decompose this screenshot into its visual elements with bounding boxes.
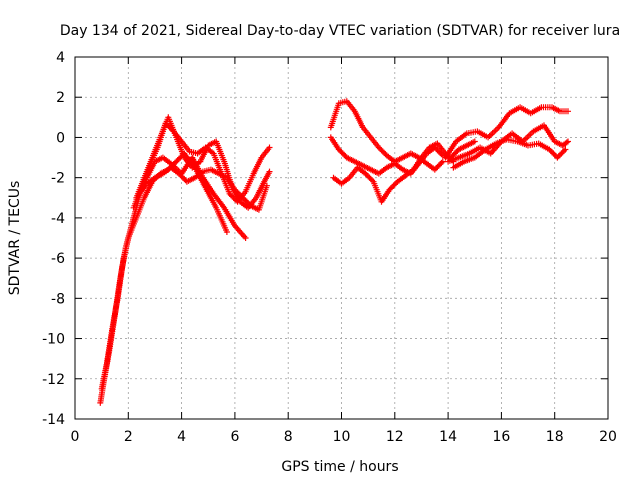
point-markers xyxy=(330,140,457,205)
y-axis-label: SDTVAR / TECUs xyxy=(7,181,23,296)
x-tick-label: 6 xyxy=(230,429,239,445)
series-track-5 xyxy=(136,164,270,213)
x-axis-ticks: 0 2 4 6 8 10 12 14 16 18 20 xyxy=(71,57,617,445)
x-tick-label: 20 xyxy=(599,429,617,445)
x-tick-label: 10 xyxy=(333,429,351,445)
y-axis-ticks: -14 -12 -10 -8 -6 -4 -2 0 2 4 xyxy=(42,50,608,428)
point-markers xyxy=(445,122,571,165)
point-markers xyxy=(442,104,571,161)
point-markers xyxy=(327,98,446,173)
x-tick-label: 14 xyxy=(439,429,457,445)
x-tick-label: 4 xyxy=(177,429,186,445)
y-tick-label: -2 xyxy=(51,171,65,187)
data-points xyxy=(97,98,571,406)
y-tick-label: 2 xyxy=(56,90,65,106)
series-track-6 xyxy=(327,98,446,173)
y-tick-label: -10 xyxy=(42,332,65,348)
y-tick-label: -14 xyxy=(42,412,65,428)
y-tick-label: -8 xyxy=(51,291,65,307)
series-track-10 xyxy=(445,122,571,165)
point-markers xyxy=(450,136,569,171)
x-tick-label: 16 xyxy=(492,429,510,445)
x-tick-label: 2 xyxy=(124,429,133,445)
x-tick-label: 8 xyxy=(284,429,293,445)
point-markers xyxy=(136,164,270,213)
x-tick-label: 0 xyxy=(71,429,80,445)
x-tick-label: 12 xyxy=(386,429,404,445)
grid-lines xyxy=(75,57,608,419)
series-track-8 xyxy=(330,140,457,205)
y-tick-label: 4 xyxy=(56,50,65,66)
chart-title: Day 134 of 2021, Sidereal Day-to-day VTE… xyxy=(60,23,620,39)
series-track-9 xyxy=(442,104,571,161)
y-tick-label: -6 xyxy=(51,251,65,267)
y-tick-label: -4 xyxy=(51,211,65,227)
x-tick-label: 18 xyxy=(546,429,564,445)
y-tick-label: 0 xyxy=(56,130,65,146)
y-tick-label: -12 xyxy=(42,372,65,388)
x-axis-label: GPS time / hours xyxy=(281,459,398,475)
series-track-11 xyxy=(450,136,569,171)
